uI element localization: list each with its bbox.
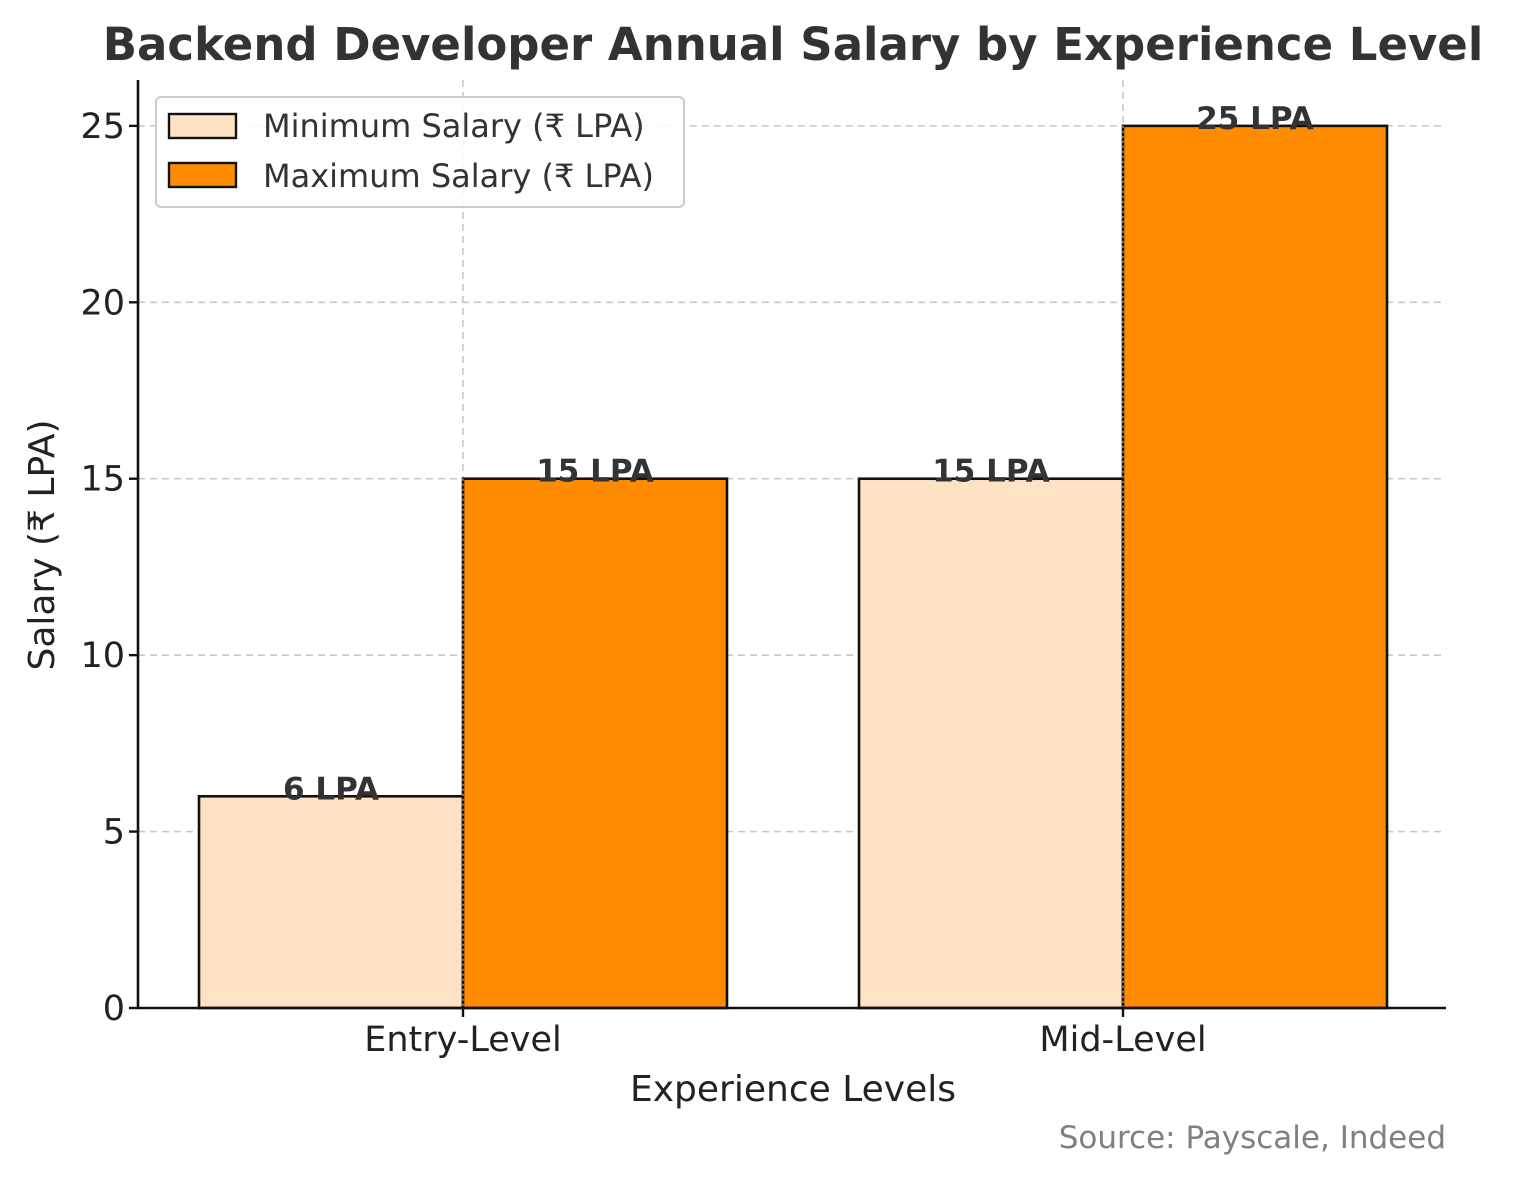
legend: Minimum Salary (₹ LPA) Maximum Salary (₹… (155, 96, 685, 208)
legend-label-maximum: Maximum Salary (₹ LPA) (263, 157, 654, 195)
y-tick-label-0: 0 (103, 989, 125, 1029)
bars (197, 124, 1389, 1010)
x-tick-label-1: Mid-Level (1039, 1020, 1206, 1060)
data-label-minimum-0: 6 LPA (283, 771, 379, 807)
y-tick-label-15: 15 (80, 460, 125, 500)
bar-maximum-0 (461, 477, 729, 1010)
legend-label-minimum: Minimum Salary (₹ LPA) (263, 107, 645, 145)
tick-labels: 0 5 10 15 20 25 Entry-Level Mid-Level (80, 107, 1206, 1060)
legend-swatch-minimum (167, 112, 238, 140)
data-labels: 6 LPA 15 LPA 15 LPA 25 LPA (283, 101, 1314, 807)
data-label-maximum-1: 25 LPA (1196, 101, 1314, 137)
chart-title: Backend Developer Annual Salary by Exper… (103, 18, 1484, 71)
axes (136, 80, 1446, 1010)
x-axis-label: Experience Levels (630, 1069, 956, 1110)
y-tick-label-20: 20 (80, 283, 125, 323)
y-tick-label-25: 25 (80, 107, 125, 147)
source-note: Source: Payscale, Indeed (1059, 1120, 1446, 1156)
bar-minimum-0 (197, 794, 465, 1010)
x-tick-label-0: Entry-Level (364, 1020, 562, 1060)
y-axis-label: Salary (₹ LPA) (22, 419, 63, 670)
bar-minimum-1 (857, 477, 1125, 1010)
bar-maximum-1 (1121, 124, 1389, 1010)
data-label-maximum-0: 15 LPA (536, 454, 654, 490)
legend-frame (155, 96, 685, 208)
y-tick-label-5: 5 (103, 813, 125, 853)
y-tick-label-10: 10 (80, 636, 125, 676)
data-label-minimum-1: 15 LPA (932, 454, 1050, 490)
legend-swatch-maximum (167, 161, 238, 189)
